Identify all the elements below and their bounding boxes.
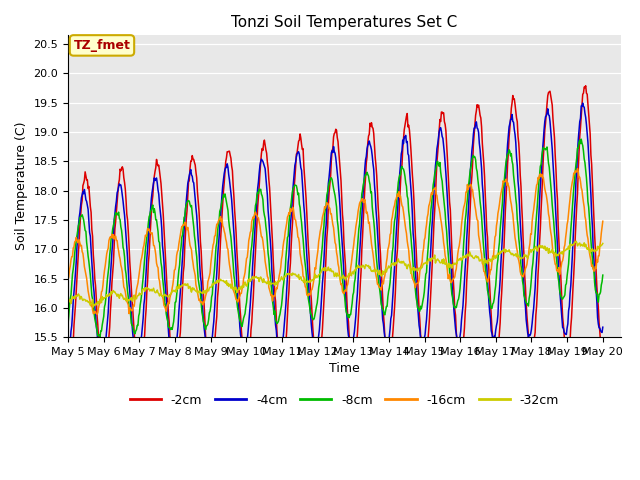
- -2cm: [401, 122, 409, 128]
- -16cm: [93, 312, 101, 317]
- -4cm: [64, 359, 72, 364]
- Title: Tonzi Soil Temperatures Set C: Tonzi Soil Temperatures Set C: [231, 15, 458, 30]
- -16cm: [184, 225, 191, 230]
- -8cm: [417, 303, 424, 309]
- -32cm: [417, 266, 424, 272]
- -4cm: [579, 100, 586, 106]
- Text: TZ_fmet: TZ_fmet: [74, 39, 131, 52]
- -8cm: [64, 321, 72, 327]
- -4cm: [417, 336, 424, 342]
- -32cm: [90, 304, 97, 310]
- -16cm: [401, 220, 409, 226]
- -16cm: [573, 166, 581, 171]
- Line: -32cm: -32cm: [68, 241, 603, 307]
- -32cm: [401, 262, 409, 268]
- X-axis label: Time: Time: [329, 362, 360, 375]
- -8cm: [212, 244, 220, 250]
- -2cm: [212, 322, 220, 327]
- -2cm: [184, 193, 191, 199]
- Line: -8cm: -8cm: [68, 139, 603, 337]
- -4cm: [184, 181, 191, 187]
- -4cm: [74, 236, 81, 242]
- -16cm: [130, 302, 138, 308]
- -16cm: [417, 264, 424, 270]
- -4cm: [212, 284, 220, 289]
- -32cm: [212, 280, 220, 286]
- -2cm: [130, 318, 138, 324]
- -8cm: [184, 198, 191, 204]
- -32cm: [184, 281, 191, 287]
- -2cm: [599, 346, 607, 351]
- -2cm: [64, 372, 72, 377]
- -8cm: [577, 136, 585, 142]
- -4cm: [599, 324, 607, 330]
- -32cm: [599, 240, 607, 246]
- -8cm: [74, 228, 81, 234]
- -32cm: [64, 296, 72, 302]
- -2cm: [417, 332, 424, 337]
- -16cm: [212, 226, 220, 232]
- -2cm: [582, 83, 589, 89]
- -4cm: [130, 337, 138, 343]
- -16cm: [599, 218, 607, 224]
- -8cm: [401, 173, 409, 179]
- -8cm: [130, 327, 138, 333]
- -32cm: [130, 294, 138, 300]
- -4cm: [97, 359, 104, 365]
- -2cm: [65, 375, 72, 381]
- Y-axis label: Soil Temperature (C): Soil Temperature (C): [15, 122, 28, 251]
- -8cm: [96, 335, 104, 340]
- -8cm: [599, 272, 607, 278]
- -32cm: [74, 292, 81, 298]
- -16cm: [64, 276, 72, 282]
- -32cm: [572, 239, 580, 244]
- -16cm: [74, 240, 81, 246]
- Legend: -2cm, -4cm, -8cm, -16cm, -32cm: -2cm, -4cm, -8cm, -16cm, -32cm: [125, 389, 564, 412]
- Line: -2cm: -2cm: [68, 86, 603, 378]
- -4cm: [401, 135, 409, 141]
- Line: -16cm: -16cm: [68, 168, 603, 314]
- -2cm: [75, 249, 83, 254]
- Line: -4cm: -4cm: [68, 103, 603, 362]
